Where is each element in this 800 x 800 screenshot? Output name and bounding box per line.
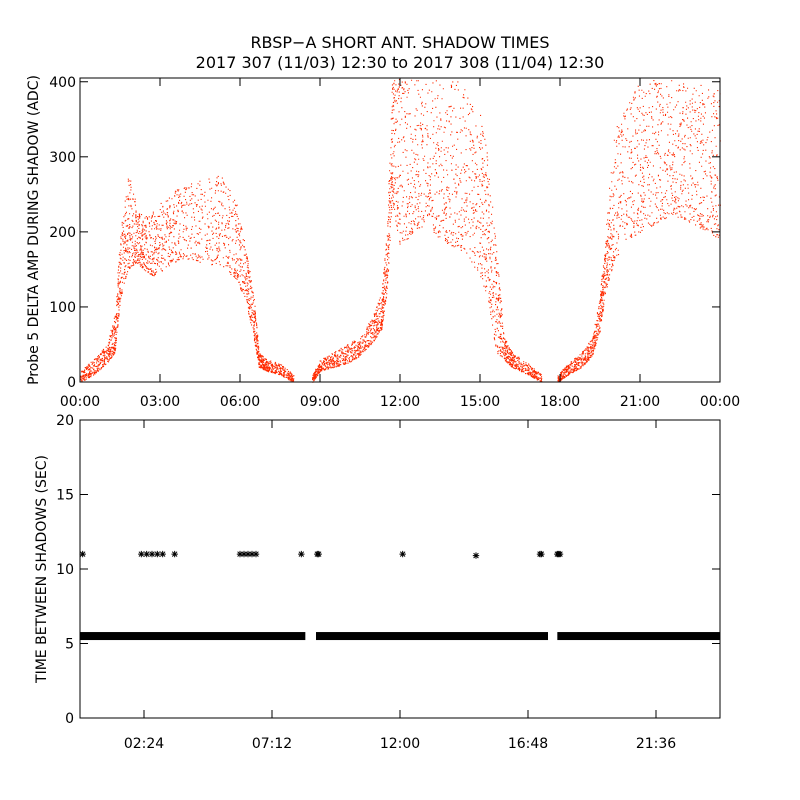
bottom-y-tick-label: 5 [65, 637, 74, 653]
bottom-x-tick-label: 12:00 [380, 736, 420, 752]
chart-title-line1: RBSP−A SHORT ANT. SHADOW TIMES [250, 33, 549, 52]
outlier-asterisk [138, 550, 145, 558]
bottom-plot-frame [79, 419, 721, 719]
outlier-asterisk [154, 550, 161, 558]
top-x-tick-label: 21:00 [620, 394, 660, 410]
top-y-axis-label: Probe 5 DELTA AMP DURING SHADOW (ADC) [26, 75, 42, 385]
bottom-x-tick-label: 07:12 [252, 736, 292, 752]
outlier-asterisk [399, 550, 406, 558]
top-y-tick-label: 0 [67, 375, 76, 391]
bottom-x-tick-label: 02:24 [124, 736, 164, 752]
chart-title-line2: 2017 307 (11/03) 12:30 to 2017 308 (11/0… [196, 53, 605, 72]
top-y-tick-label: 300 [49, 150, 76, 166]
top-y-tick-label: 400 [49, 75, 76, 91]
outlier-asterisk [252, 550, 260, 558]
top-scatter-points [80, 79, 721, 383]
outlier-asterisk [315, 550, 322, 558]
top-x-tick-label: 15:00 [460, 394, 500, 410]
top-x-tick-label: 00:00 [700, 394, 740, 410]
baseline-band [80, 632, 306, 641]
top-x-tick-label: 12:00 [380, 394, 420, 410]
outlier-asterisk [298, 550, 305, 558]
outlier-asterisk [171, 550, 178, 558]
bottom-x-tick-label: 16:48 [508, 736, 548, 752]
bottom-y-tick-label: 10 [56, 562, 74, 578]
top-x-tick-label: 18:00 [540, 394, 580, 410]
top-plot-frame [79, 77, 721, 383]
outlier-asterisk [472, 552, 480, 559]
bottom-x-tick-label: 21:36 [636, 736, 676, 752]
bottom-scatter-points [79, 550, 720, 641]
outlier-asterisk [244, 550, 252, 558]
bottom-y-axis-label: TIME BETWEEN SHADOWS (SEC) [34, 455, 50, 684]
top-x-tick-label: 03:00 [140, 394, 180, 410]
baseline-band [316, 632, 548, 641]
bottom-y-tick-label: 20 [56, 413, 74, 429]
top-y-tick-label: 100 [49, 300, 76, 316]
outlier-asterisk [240, 550, 248, 558]
outlier-asterisk [148, 550, 156, 558]
top-scatter-cloud [80, 79, 721, 383]
top-panel: 00:00 03:00 06:00 09:00 12:00 15:00 18:00 21:00… [26, 75, 740, 410]
top-x-tick-label: 06:00 [220, 394, 260, 410]
outlier-asterisk [248, 550, 256, 558]
bottom-y-tick-label: 15 [56, 488, 74, 504]
bottom-panel: 02:24 07:12 12:00 16:48 21:36 0 5 10 15 20 TIME B… [34, 413, 721, 752]
bottom-axes: 02:24 07:12 12:00 16:48 21:36 0 5 10 15 20 [56, 413, 720, 752]
top-x-tick-label: 09:00 [300, 394, 340, 410]
outlier-asterisk [143, 550, 150, 558]
baseline-band [557, 632, 720, 641]
outlier-asterisk [236, 550, 244, 558]
outlier-asterisk [538, 550, 545, 558]
bottom-y-tick-label: 0 [65, 711, 74, 727]
top-y-tick-label: 200 [49, 225, 76, 241]
top-x-tick-label: 00:00 [60, 394, 100, 410]
outlier-asterisk [159, 550, 166, 558]
top-axes: 00:00 03:00 06:00 09:00 12:00 15:00 18:00 21:00… [49, 75, 740, 410]
outlier-asterisk [556, 550, 564, 558]
outlier-asterisk [79, 550, 86, 558]
